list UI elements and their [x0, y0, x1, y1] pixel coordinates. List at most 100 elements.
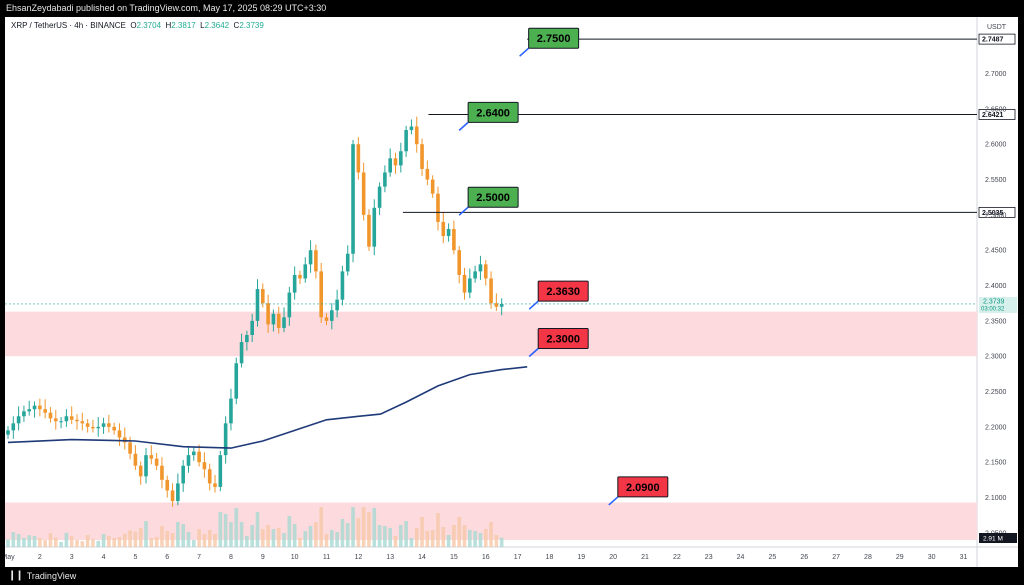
candle-body: [468, 278, 472, 293]
y-tick-label: 2.3000: [985, 354, 1007, 361]
callout-box-4: [537, 280, 589, 302]
candle-body: [239, 342, 244, 364]
candle-body: [223, 423, 228, 456]
x-tick-label: 7: [197, 554, 201, 561]
x-tick-label: 14: [418, 554, 426, 561]
candle-body: [207, 469, 212, 484]
volume-bar: [27, 535, 32, 547]
volume-bar: [107, 536, 111, 547]
candle-body: [430, 179, 435, 194]
volume-bar: [6, 539, 10, 547]
volume-bar: [499, 537, 504, 547]
volume-bar: [494, 535, 499, 547]
x-tick-label: 5: [133, 554, 137, 561]
level-axis-tag-3: [978, 206, 1016, 218]
callout-pointer-5: [528, 347, 539, 358]
volume-bar: [324, 534, 329, 547]
y-tick-label: 2.2500: [985, 389, 1007, 396]
volume-bar: [101, 534, 106, 547]
y-tick-label: 2.5500: [985, 177, 1007, 184]
candle-body: [165, 479, 170, 491]
candle-body: [393, 158, 398, 166]
level-axis-tag-2: [978, 109, 1016, 120]
candle-body: [292, 274, 297, 293]
volume-bar: [85, 535, 90, 547]
volume-bar: [425, 531, 430, 547]
x-tick-label: 15: [450, 554, 458, 561]
candle-body: [48, 412, 53, 419]
candle-body: [340, 271, 345, 300]
candle-body: [245, 335, 249, 343]
candle-body: [101, 423, 106, 427]
volume-bars: [6, 507, 504, 547]
volume-bar: [261, 529, 265, 547]
volume-bar: [276, 528, 281, 547]
price-chart[interactable]: 2.74872.64212.50352.05002.10002.15002.20…: [5, 17, 1018, 567]
volume-bar: [478, 533, 483, 547]
legend-high: 2.3817: [171, 21, 196, 30]
y-tick-label: 2.2000: [985, 424, 1007, 431]
support-zone-1: [5, 311, 977, 357]
volume-bar: [165, 531, 170, 547]
candle-body: [85, 423, 90, 427]
volume-bar: [393, 536, 398, 547]
chart-panel[interactable]: 2.74872.64212.50352.05002.10002.15002.20…: [5, 17, 1018, 567]
x-tick-label: 10: [291, 554, 299, 561]
candle-body: [91, 426, 95, 429]
volume-bar: [75, 539, 79, 547]
candle-body: [22, 411, 26, 417]
candle-body: [138, 465, 143, 477]
legend-open-label: O: [130, 21, 137, 30]
volume-bar: [181, 524, 185, 547]
candle-body: [499, 303, 504, 307]
x-tick-label: 20: [609, 554, 617, 561]
callout-pointer-1: [519, 47, 530, 57]
candle-body: [176, 483, 180, 502]
candle-body: [436, 193, 440, 222]
candle-body: [112, 426, 116, 431]
footer-brand[interactable]: TradingView: [26, 571, 77, 581]
x-tick-label: 23: [705, 554, 713, 561]
candle-body: [16, 416, 21, 424]
volume-bar: [319, 507, 323, 547]
volume-bar: [462, 525, 467, 547]
callout-label-4: 2.3630: [546, 286, 580, 298]
callout-pointer-4: [528, 300, 539, 310]
level-axis-label-2: 2.6421: [982, 112, 1004, 119]
volume-bar: [138, 528, 143, 547]
volume-bar: [112, 538, 116, 547]
candle-body: [27, 409, 32, 412]
x-tick-label: 29: [896, 554, 904, 561]
volume-bar: [122, 533, 127, 547]
volume-bar: [399, 525, 403, 547]
volume-bar: [91, 538, 95, 547]
candle-body: [170, 490, 175, 502]
candle-body: [261, 289, 265, 304]
volume-bar: [144, 521, 148, 547]
volume-bar: [367, 512, 371, 547]
volume-bar: [32, 536, 37, 547]
x-tick-label: 19: [577, 554, 585, 561]
candle-body: [345, 253, 350, 272]
callout-box-2: [467, 101, 519, 123]
candle-body: [404, 130, 408, 152]
candle-body: [314, 250, 318, 272]
level-axis-label-1: 2.7487: [982, 37, 1004, 44]
candle-body: [478, 264, 483, 272]
volume-bar: [483, 529, 488, 547]
last-price-label: 2.3739: [983, 298, 1005, 305]
volume-bar: [38, 538, 42, 547]
candle-body: [271, 313, 276, 325]
candle-body: [6, 430, 10, 435]
volume-bar: [176, 522, 180, 547]
callout-box-1: [528, 27, 580, 49]
candle-body: [69, 416, 74, 420]
x-tick-label: May: [5, 554, 15, 561]
candle-body: [330, 310, 334, 321]
y-tick-label: 2.4500: [985, 248, 1007, 255]
volume-bar: [335, 532, 339, 547]
volume-bar: [80, 541, 85, 547]
volume-bar: [436, 513, 440, 547]
candle-body: [154, 458, 159, 466]
